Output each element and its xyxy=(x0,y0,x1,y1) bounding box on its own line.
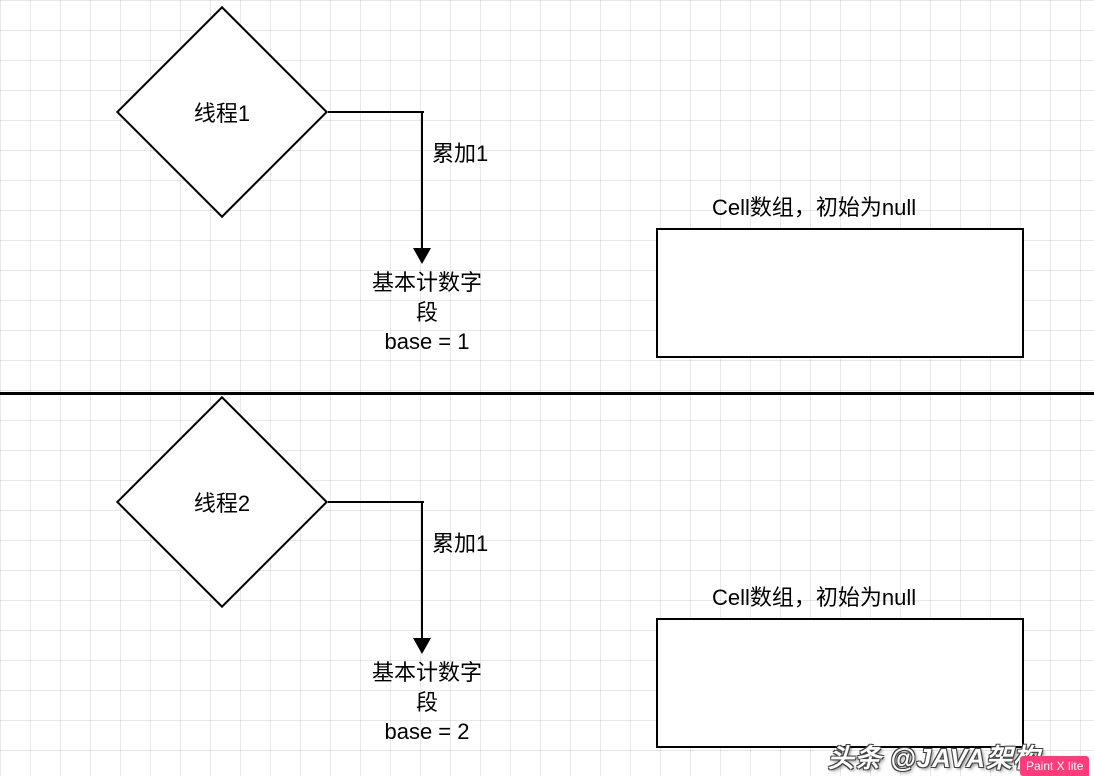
thread2-diamond: 线程2 xyxy=(116,396,328,608)
bottom-cell-label: Cell数组，初始为null xyxy=(712,580,916,612)
bottom-result-line1: 基本计数字段 xyxy=(362,658,492,717)
thread1-label: 线程1 xyxy=(149,39,295,185)
top-connector-h xyxy=(328,111,424,113)
top-result-line2: base = 1 xyxy=(362,327,492,357)
section-divider xyxy=(0,392,1094,395)
app-badge: Paint X lite xyxy=(1020,756,1089,776)
top-edge-label: 累加1 xyxy=(432,136,488,168)
top-result-line1: 基本计数字段 xyxy=(362,268,492,327)
bottom-arrowhead-icon xyxy=(413,638,431,654)
top-arrowhead-icon xyxy=(413,248,431,264)
top-cell-box xyxy=(656,228,1024,358)
watermark-text: 头条 @JAVA架构 xyxy=(828,738,1040,775)
top-cell-label: Cell数组，初始为null xyxy=(712,190,916,222)
bottom-result-text: 基本计数字段 base = 2 xyxy=(362,658,492,747)
thread1-diamond: 线程1 xyxy=(116,6,328,218)
top-result-text: 基本计数字段 base = 1 xyxy=(362,268,492,357)
bottom-result-line2: base = 2 xyxy=(362,717,492,747)
bottom-edge-label: 累加1 xyxy=(432,526,488,558)
bottom-cell-box xyxy=(656,618,1024,748)
bottom-connector-v xyxy=(421,501,423,642)
bottom-connector-h xyxy=(328,501,424,503)
top-connector-v xyxy=(421,111,423,252)
thread2-label: 线程2 xyxy=(149,429,295,575)
